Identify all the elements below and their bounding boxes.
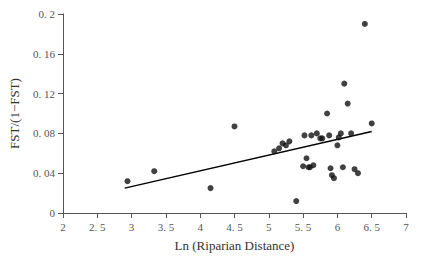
svg-text:0. 16: 0. 16 <box>33 48 56 60</box>
svg-text:6: 6 <box>335 221 341 233</box>
svg-text:0. 12: 0. 12 <box>33 88 55 100</box>
svg-text:Ln (Riparian Distance): Ln (Riparian Distance) <box>175 238 295 253</box>
svg-text:2. 5: 2. 5 <box>89 221 106 233</box>
svg-text:7: 7 <box>403 221 409 233</box>
svg-text:FST/(1−FST): FST/(1−FST) <box>7 78 22 149</box>
svg-text:0: 0 <box>50 207 56 219</box>
svg-text:4: 4 <box>197 221 203 233</box>
svg-text:6. 5: 6. 5 <box>363 221 380 233</box>
svg-text:0. 04: 0. 04 <box>33 167 56 179</box>
svg-text:5. 5: 5. 5 <box>295 221 312 233</box>
svg-text:0. 08: 0. 08 <box>33 127 56 139</box>
svg-text:0. 2: 0. 2 <box>39 8 56 20</box>
svg-text:2: 2 <box>60 221 66 233</box>
svg-text:3: 3 <box>129 221 135 233</box>
svg-text:4. 5: 4. 5 <box>226 221 243 233</box>
svg-text:3. 5: 3. 5 <box>158 221 175 233</box>
svg-text:5: 5 <box>266 221 272 233</box>
